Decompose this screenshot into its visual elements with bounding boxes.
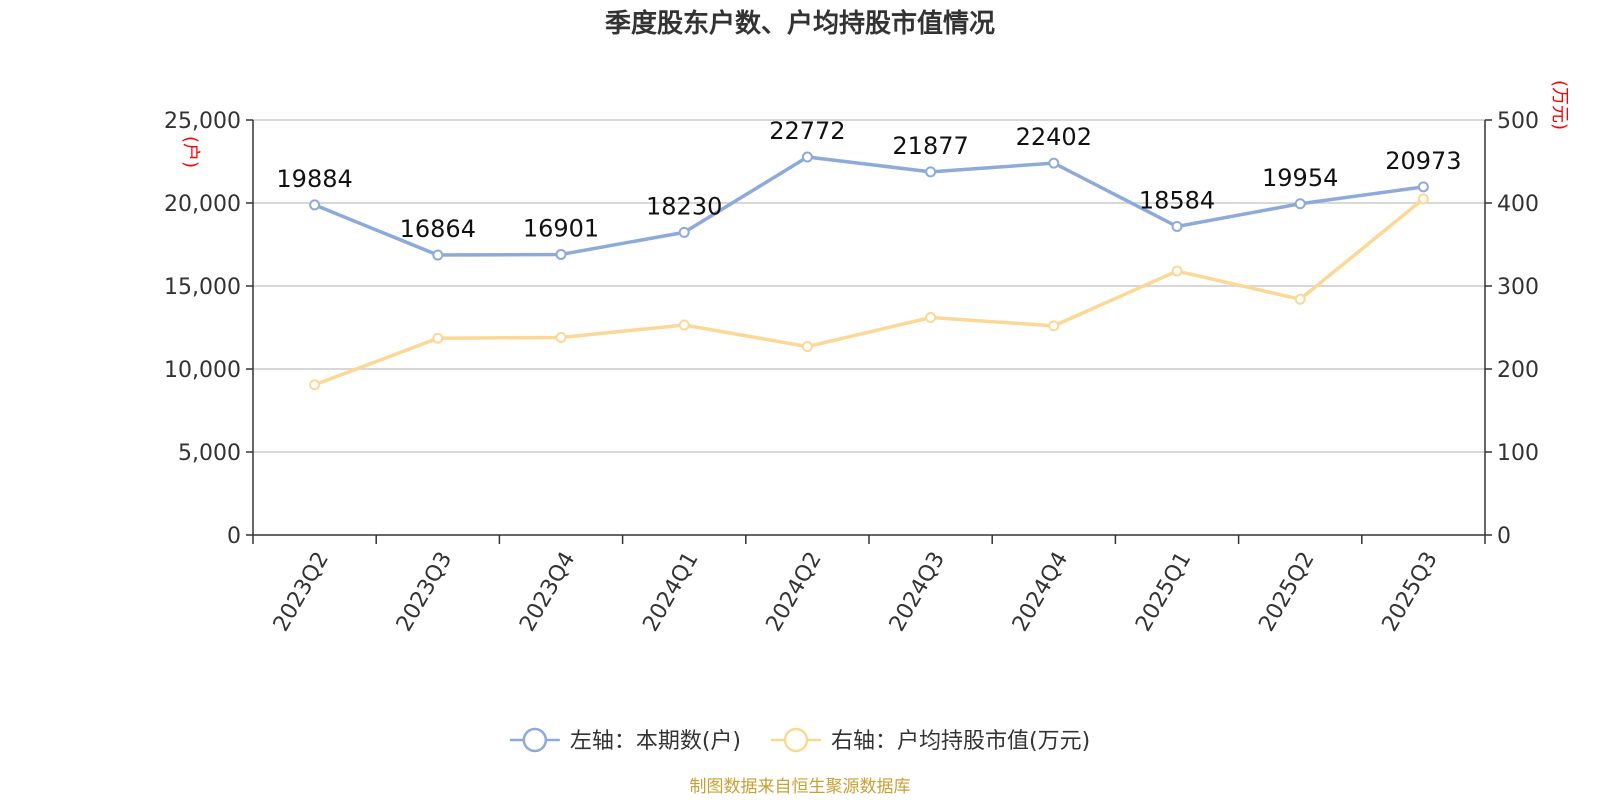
data-point[interactable] [432,332,444,344]
x-tick-label: 2025Q3 [1378,548,1443,636]
data-point[interactable] [925,312,937,324]
left-tick-label: 20,000 [164,192,241,217]
data-point[interactable] [1048,320,1060,332]
series-line [313,155,1424,257]
legend-marker [522,727,548,753]
left-tick-label: 0 [227,524,241,549]
data-point[interactable] [1294,198,1306,210]
data-label: 19954 [1262,164,1338,192]
data-point[interactable] [678,319,690,331]
data-label: 19884 [276,165,352,193]
legend-item[interactable]: 左轴：本期数(户) [509,727,741,754]
right-axis-ticks: 0 100 200 300 400 500 [1485,109,1539,549]
x-tick-label: 2023Q4 [515,548,580,636]
x-tick-label: 2024Q3 [885,548,950,636]
data-point[interactable] [1417,193,1429,205]
data-point[interactable] [309,199,321,211]
data-point[interactable] [678,226,690,238]
data-point[interactable] [801,341,813,353]
right-tick-label: 500 [1497,109,1539,134]
series-layer: 19884 16864 16901 18230 22772 21877 22402 18584… [276,117,1462,391]
data-point[interactable] [1417,181,1429,193]
left-tick-label: 25,000 [164,109,241,134]
data-point[interactable] [925,166,937,178]
data-point[interactable] [1171,265,1183,277]
data-point[interactable] [555,331,567,343]
right-tick-label: 100 [1497,441,1539,466]
data-point[interactable] [555,248,567,260]
left-axis-unit: (户) [180,136,201,168]
data-point[interactable] [1294,293,1306,305]
grid-lines [253,119,1485,453]
data-label: 22772 [769,117,845,145]
data-point[interactable] [309,379,321,391]
series-left: 19884 16864 16901 18230 22772 21877 22402 18584… [276,117,1462,261]
data-point[interactable] [801,151,813,163]
data-point[interactable] [432,249,444,261]
data-label: 22402 [1016,123,1092,151]
right-tick-label: 300 [1497,275,1539,300]
x-tick-label: 2024Q2 [762,548,827,636]
data-label: 21877 [892,132,968,160]
left-tick-label: 15,000 [164,275,241,300]
left-axis-ticks: 0 5,000 10,000 15,000 20,000 25,000 [164,109,253,549]
data-label: 16864 [400,215,476,243]
data-label: 20973 [1385,147,1461,175]
data-point[interactable] [1171,221,1183,233]
legend-label: 右轴：户均持股市值(万元) [831,729,1090,754]
right-tick-label: 400 [1497,192,1539,217]
legend-marker [783,727,809,753]
right-tick-label: 0 [1497,524,1511,549]
source-note: 制图数据来自恒生聚源数据库 [690,777,911,797]
x-tick-label: 2023Q3 [392,548,457,636]
chart-title: 季度股东户数、户均持股市值情况 [605,8,995,39]
series-right [309,193,1429,391]
data-label: 18584 [1139,187,1215,215]
legend[interactable]: 左轴：本期数(户) 右轴：户均持股市值(万元) [509,727,1090,754]
x-tick-label: 2023Q2 [269,548,334,636]
data-label: 16901 [523,214,599,242]
x-tick-label: 2025Q1 [1131,548,1196,636]
x-tick-label: 2025Q2 [1254,548,1319,636]
legend-label: 左轴：本期数(户) [570,729,741,754]
x-axis-ticks: 2023Q2 2023Q3 2023Q4 2024Q1 2024Q2 2024Q3 2024… [252,535,1486,636]
x-tick-label: 2024Q1 [638,548,703,636]
x-tick-label: 2024Q4 [1008,548,1073,636]
data-point[interactable] [1048,157,1060,169]
left-tick-label: 10,000 [164,358,241,383]
legend-item[interactable]: 右轴：户均持股市值(万元) [770,727,1090,754]
right-axis-unit: (万元) [1549,80,1570,130]
left-tick-label: 5,000 [178,441,241,466]
right-tick-label: 200 [1497,358,1539,383]
series-line [313,197,1425,387]
data-label: 18230 [646,192,722,220]
